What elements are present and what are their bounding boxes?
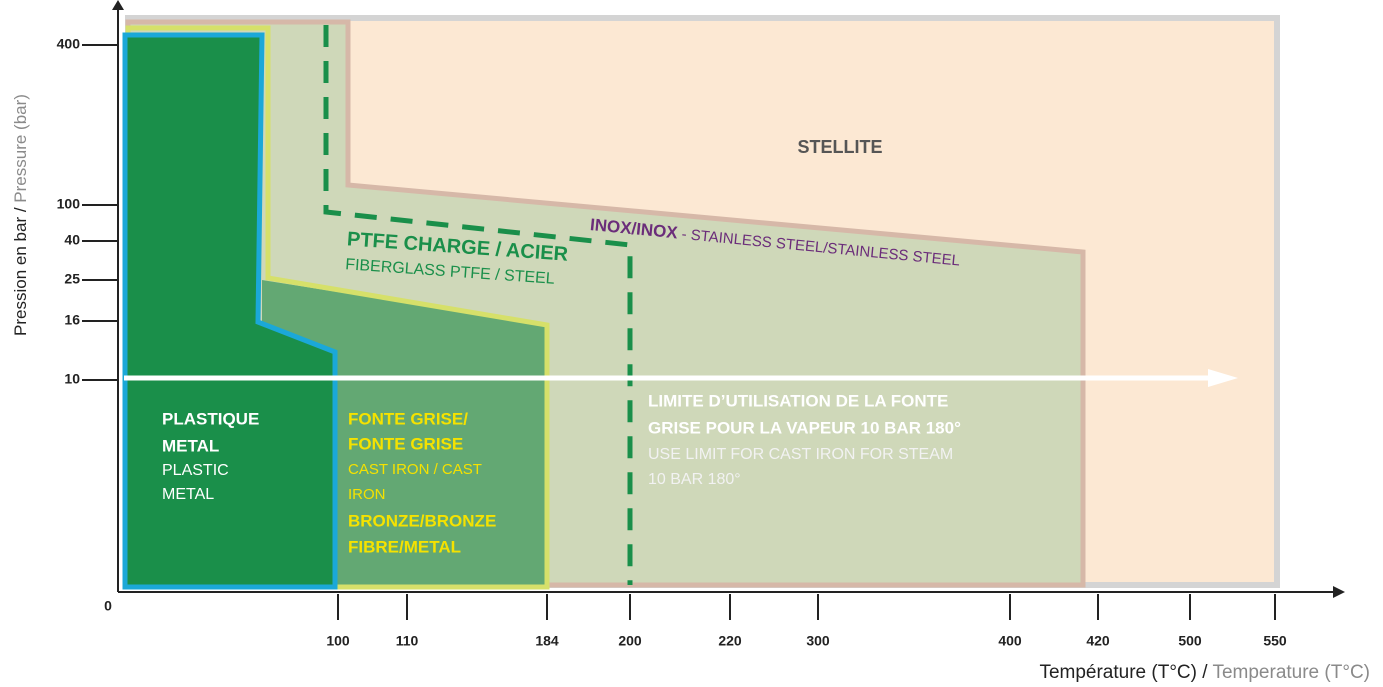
limit-label-en: 10 BAR 180° [648, 471, 741, 488]
stellite-label: STELLITE [798, 137, 883, 157]
y-axis-title: Pression en bar / Pressure (bar) [11, 94, 30, 336]
x-tick-label: 550 [1263, 633, 1287, 649]
limit-arrowhead [1208, 369, 1238, 387]
x-tick-label: 100 [326, 633, 350, 649]
origin-label: 0 [104, 598, 112, 614]
x-axis-label: Température (T°C) / [1039, 662, 1208, 683]
x-tick-label: 220 [718, 633, 742, 649]
limit-line [323, 25, 633, 585]
x-tick-label: 420 [1086, 633, 1110, 649]
y-tick-label: 10 [64, 371, 80, 387]
cast-iron-label: FONTE GRISE/ [348, 409, 468, 428]
bronze-label: FIBRE/METAL [348, 537, 461, 556]
x-axis-title: Température (T°C) / Temperature (T°C) [1039, 662, 1370, 683]
limit-label-en: USE LIMIT FOR CAST IRON FOR STEAM [648, 446, 953, 463]
x-tick-label: 300 [806, 633, 830, 649]
cast-iron-label-en: CAST IRON / CAST [348, 461, 482, 478]
plastic-label: PLASTIQUE [162, 409, 259, 428]
bronze-label: BRONZE/BRONZE [348, 511, 496, 530]
y-tick-label: 16 [64, 312, 80, 328]
x-arrowhead [1333, 586, 1345, 598]
y-tick-label: 40 [64, 232, 80, 248]
x-tick-label: 200 [618, 633, 642, 649]
plastic-label-en: PLASTIC [162, 462, 229, 479]
plastic-label-en: METAL [162, 486, 214, 503]
limit-label: LIMITE D’UTILISATION DE LA FONTE [648, 391, 948, 410]
y-tick-label: 400 [57, 36, 81, 52]
y-tick-label: 25 [64, 271, 80, 287]
x-tick-label: 184 [535, 633, 559, 649]
cast-iron-label-en: IRON [348, 486, 386, 503]
y-axis-label-en: Pressure (bar) [11, 94, 30, 207]
x-tick-label: 110 [396, 633, 419, 649]
y-arrowhead [112, 0, 124, 10]
plastic-label: METAL [162, 436, 219, 455]
y-tick-label: 100 [57, 196, 81, 212]
limit-label: GRISE POUR LA VAPEUR 10 BAR 180° [648, 418, 961, 437]
cast-iron-label: FONTE GRISE [348, 434, 463, 453]
x-tick-label: 500 [1178, 633, 1202, 649]
y-axis-label: Pression en bar / [11, 207, 30, 336]
plastic-zone [122, 32, 338, 590]
x-tick-label: 400 [998, 633, 1022, 649]
x-axis-label-en: Temperature (T°C) [1208, 662, 1370, 683]
